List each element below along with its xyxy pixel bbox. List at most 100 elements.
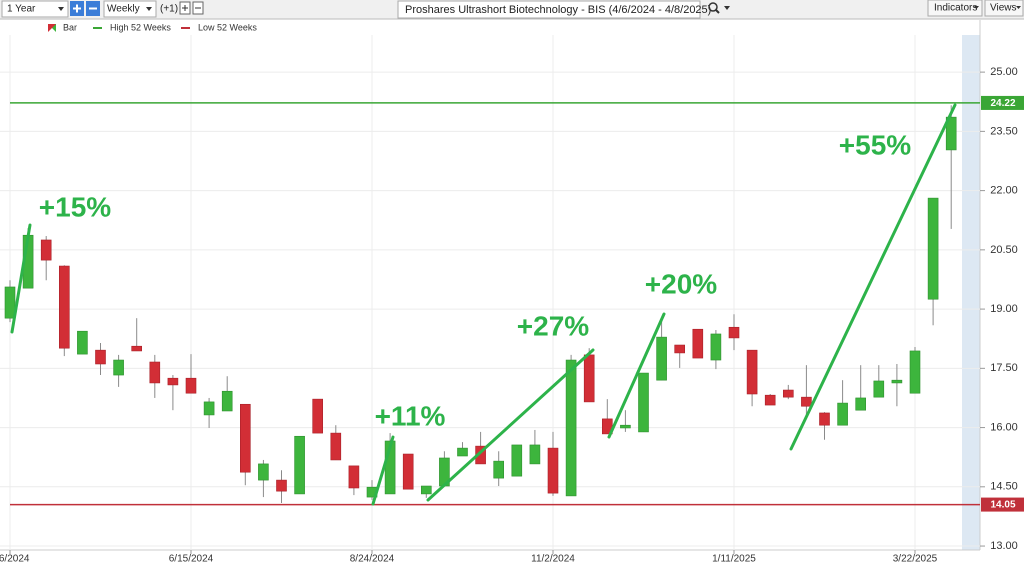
candle-body bbox=[909, 350, 921, 394]
legend-swatch bbox=[48, 24, 56, 32]
y-tick-label: 19.00 bbox=[990, 303, 1018, 315]
candle-body bbox=[4, 286, 16, 319]
candle-body bbox=[402, 453, 414, 490]
plus-icon bbox=[182, 5, 188, 11]
symbol-box[interactable] bbox=[397, 0, 701, 19]
x-tick-label: 6/15/2024 bbox=[169, 554, 214, 565]
candle-body bbox=[40, 239, 52, 261]
y-tick-label: 17.50 bbox=[990, 362, 1018, 374]
x-tick-label: 1/11/2025 bbox=[712, 554, 756, 565]
candle-body bbox=[728, 326, 740, 339]
candle-body bbox=[167, 377, 179, 386]
candle-body bbox=[203, 401, 215, 416]
offset-text: (+1) bbox=[160, 4, 178, 15]
candle-body bbox=[185, 377, 197, 394]
annotation: +20% bbox=[645, 268, 717, 299]
price-badge bbox=[981, 497, 1024, 512]
candle-body bbox=[583, 354, 595, 403]
x-tick-label: 3/22/2025 bbox=[893, 554, 938, 565]
candle-body bbox=[855, 397, 867, 411]
price-badge-label: 24.22 bbox=[990, 98, 1015, 109]
legend-label: Bar bbox=[63, 22, 77, 32]
candle-body bbox=[945, 116, 957, 151]
range-text: 1 Year bbox=[7, 4, 36, 15]
x-tick-label: 4/6/2024 bbox=[0, 554, 30, 565]
plus-icon bbox=[73, 4, 81, 13]
x-tick-label: 11/2/2024 bbox=[531, 554, 575, 565]
candle-body bbox=[113, 359, 124, 376]
dropdown-arrow bbox=[58, 7, 64, 11]
chart-title: Proshares Ultrashort Biotechnology - BIS… bbox=[405, 4, 711, 16]
annotation: +55% bbox=[839, 129, 911, 160]
candle-body bbox=[240, 403, 251, 473]
candle-body bbox=[77, 330, 88, 355]
candle-body bbox=[837, 402, 848, 426]
candle-body bbox=[547, 447, 559, 494]
candle-body bbox=[529, 444, 541, 465]
y-tick-label: 13.00 bbox=[990, 540, 1018, 552]
search-icon[interactable] bbox=[708, 2, 718, 12]
y-tick-label: 14.50 bbox=[990, 481, 1018, 493]
candle-body bbox=[620, 424, 631, 429]
candle-body bbox=[276, 479, 287, 492]
candle-body bbox=[457, 447, 468, 457]
candle-body bbox=[258, 463, 269, 481]
views-text: Views bbox=[990, 3, 1017, 14]
y-tick-label: 16.00 bbox=[990, 421, 1018, 433]
trend-line bbox=[789, 103, 957, 451]
annotation: +11% bbox=[375, 400, 446, 431]
candle-body bbox=[149, 361, 161, 384]
candle-body bbox=[565, 359, 577, 497]
candle-body bbox=[294, 435, 305, 495]
indicators-button[interactable] bbox=[927, 0, 983, 17]
dropdown-arrow bbox=[1016, 6, 1021, 9]
candle-body bbox=[656, 336, 667, 381]
y-tick-label: 22.00 bbox=[990, 185, 1018, 197]
x-tick-label: 8/24/2024 bbox=[350, 554, 395, 565]
candle-body bbox=[420, 485, 432, 495]
candle-body bbox=[493, 460, 505, 479]
candle-body bbox=[891, 379, 903, 384]
dropdown-arrow bbox=[974, 6, 979, 9]
search-icon-handle bbox=[715, 9, 720, 14]
candle-body bbox=[782, 389, 794, 398]
trend-line bbox=[426, 348, 595, 502]
y-tick-label: 25.00 bbox=[990, 66, 1018, 78]
indicators-text: Indicators bbox=[934, 3, 977, 14]
y-tick-label: 23.50 bbox=[990, 125, 1018, 137]
candle-body bbox=[638, 372, 649, 433]
price-badge bbox=[981, 95, 1024, 110]
candle-body bbox=[330, 432, 342, 461]
candle-body bbox=[58, 265, 70, 349]
range-select[interactable] bbox=[1, 0, 69, 18]
dropdown-arrow bbox=[146, 7, 152, 11]
candle-body bbox=[746, 349, 758, 395]
trend-lines bbox=[10, 103, 957, 506]
candle-body bbox=[348, 465, 360, 489]
y-tick-label: 20.50 bbox=[990, 244, 1018, 256]
annotation: +15% bbox=[39, 191, 111, 222]
candle-body bbox=[511, 444, 523, 477]
candle-body bbox=[819, 412, 830, 426]
candle-body bbox=[312, 398, 324, 434]
candle-body bbox=[873, 380, 885, 398]
future-region bbox=[962, 35, 980, 550]
trend-line bbox=[371, 435, 395, 506]
price-badge-label: 14.05 bbox=[990, 500, 1015, 511]
annotation: +27% bbox=[517, 310, 589, 341]
candle-body bbox=[131, 345, 142, 352]
interval-text: Weekly bbox=[107, 4, 140, 15]
candle-body bbox=[764, 394, 776, 406]
views-button[interactable] bbox=[984, 0, 1024, 17]
candle-body bbox=[692, 328, 704, 359]
candle-body bbox=[710, 333, 722, 361]
candle-body bbox=[95, 349, 106, 365]
trend-line bbox=[607, 312, 666, 439]
trend-line bbox=[10, 223, 32, 334]
candle-body bbox=[801, 396, 812, 407]
candle-body bbox=[927, 197, 939, 300]
legend-label: High 52 Weeks bbox=[110, 22, 171, 32]
interval-select[interactable] bbox=[103, 0, 157, 18]
candle-body bbox=[674, 344, 686, 354]
